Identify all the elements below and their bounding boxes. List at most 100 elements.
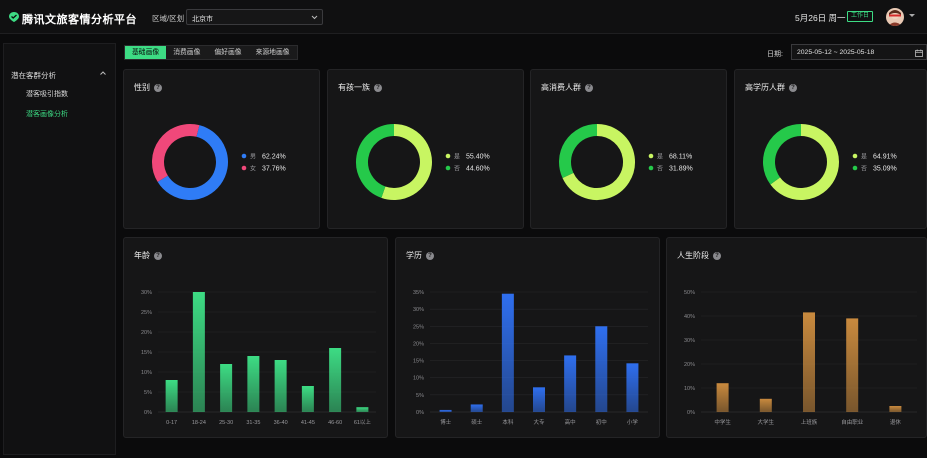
persona-tabs: 基础画像 消费画像 偏好画像 来源地画像 [124,45,298,60]
pie-slice[interactable] [356,124,395,198]
bar[interactable] [274,360,287,412]
bar[interactable] [716,383,729,412]
card-title-text: 高消费人群 [541,83,581,92]
pie-slice[interactable] [157,125,228,200]
app-title: 腾讯文旅客情分析平台 [22,14,137,26]
x-tick-label: 18-24 [192,420,206,426]
user-avatar[interactable] [886,8,904,26]
y-tick-label: 30% [413,307,424,313]
help-icon[interactable]: ? [154,251,162,260]
card-title: 学历? [406,250,434,261]
tab-origin-persona[interactable]: 来源地画像 [255,49,290,56]
chevron-up-icon[interactable] [100,71,106,75]
pie-slice[interactable] [562,124,635,200]
x-tick-label: 高中 [565,418,576,426]
tab-consumption-persona[interactable]: 消费画像 [173,49,201,56]
help-icon[interactable]: ? [426,251,434,260]
bar[interactable] [564,355,577,412]
bar[interactable] [803,312,815,412]
help-icon[interactable]: ? [585,83,593,92]
sidebar-item-attraction-index[interactable]: 潜客吸引指数 [26,91,68,98]
y-tick-label: 20% [413,341,424,347]
region-label: 区域/区划 [152,14,185,23]
legend-value: 44.60% [466,166,490,173]
gender-card: 性别? 男 62.24% 女 37.76% [123,69,320,229]
legend-swatch [648,165,654,171]
bar[interactable] [165,380,178,412]
x-tick-label: 大专 [533,418,545,426]
bar[interactable] [759,398,772,412]
user-menu-caret-icon[interactable] [909,14,915,18]
bar[interactable] [889,406,902,412]
y-tick-label: 0% [416,410,424,416]
y-tick-label: 30% [684,338,695,344]
pie-slice[interactable] [559,124,598,178]
x-tick-label: 31-35 [246,420,260,426]
bar[interactable] [533,387,545,412]
pie-slice[interactable] [152,124,200,182]
bar[interactable] [247,356,260,412]
legend-value: 35.09% [873,166,897,173]
bar[interactable] [439,409,452,412]
bar[interactable] [501,293,514,412]
date-range-value: 2025-05-12 ~ 2025-05-18 [797,49,875,56]
bar[interactable] [470,404,483,412]
bar[interactable] [192,292,205,412]
y-tick-label: 25% [141,310,152,316]
y-tick-label: 30% [141,290,152,296]
tab-preference-persona[interactable]: 偏好画像 [214,49,242,56]
high-education-card: 高学历人群? 是 64.91% 否 35.09% [734,69,927,229]
card-title: 性别? [134,82,162,93]
legend-label: 男 [250,154,256,161]
y-tick-label: 5% [416,393,424,399]
y-tick-label: 10% [413,376,424,382]
card-title-text: 年龄 [134,251,150,260]
y-tick-label: 0% [687,410,695,416]
date-range-picker[interactable]: 2025-05-12 ~ 2025-05-18 [791,44,927,60]
x-tick-label: 25-30 [219,420,233,426]
legend-label: 是 [861,154,867,161]
bar[interactable] [356,407,369,412]
x-tick-label: 0-17 [166,420,177,426]
age-card: 年龄? 0% 5% 10% 15% 20% 25% 30% 0-17 18-24 25-30 31-… [123,237,388,438]
donut-chart: 是 68.11% 否 31.89% [559,124,693,200]
help-icon[interactable]: ? [154,83,162,92]
life-stage-card: 人生阶段? 0% 10% 20% 30% 40% 50% 中学生 大学生 上班族 自由职业 退休 [666,237,927,438]
card-title: 高消费人群? [541,82,593,93]
pie-slice[interactable] [381,124,432,200]
sidebar-item-persona-analysis[interactable]: 潜客画像分析 [26,111,68,118]
card-title-text: 学历 [406,251,422,260]
sidebar-group-label[interactable]: 潜在客群分析 [11,71,56,80]
legend-swatch [852,165,858,171]
bar[interactable] [329,348,342,412]
help-icon[interactable]: ? [789,83,797,92]
legend-value: 62.24% [262,154,286,161]
card-title-text: 有孩一族 [338,83,370,92]
bar[interactable] [301,386,314,412]
y-tick-label: 10% [141,370,152,376]
x-tick-label: 博士 [440,418,452,426]
bar[interactable] [846,318,859,412]
legend-swatch [445,165,451,171]
bar[interactable] [626,363,639,412]
region-select[interactable]: 北京市 [186,9,323,25]
x-tick-label: 36-40 [274,420,288,426]
donut-chart: 男 62.24% 女 37.76% [152,124,286,200]
help-icon[interactable]: ? [374,83,382,92]
x-tick-label: 61以上 [354,418,372,426]
pie-slice[interactable] [763,124,802,185]
card-title-text: 人生阶段 [677,251,709,260]
help-icon[interactable]: ? [713,251,721,260]
top-header: 腾讯文旅客情分析平台 区域/区划 北京市 5月26日 周一 工作日 [0,0,927,34]
bar[interactable] [595,326,608,412]
legend-value: 64.91% [873,154,897,161]
tab-basic-persona[interactable]: 基础画像 [125,46,167,59]
donut-chart: 是 55.40% 否 44.60% [356,124,490,200]
x-tick-label: 上班族 [801,418,818,426]
pie-slice[interactable] [770,124,839,200]
bar-chart: 0% 10% 20% 30% 40% 50% 中学生 大学生 上班族 自由职业 退休 [684,290,917,426]
education-card: 学历? 0% 5% 10% 15% 20% 25% 30% 35% 博士 硕士 本科 大专 高中 初中 小学 [395,237,660,438]
x-tick-label: 41-45 [301,420,315,426]
legend-label: 是 [657,154,663,161]
bar[interactable] [220,364,233,412]
